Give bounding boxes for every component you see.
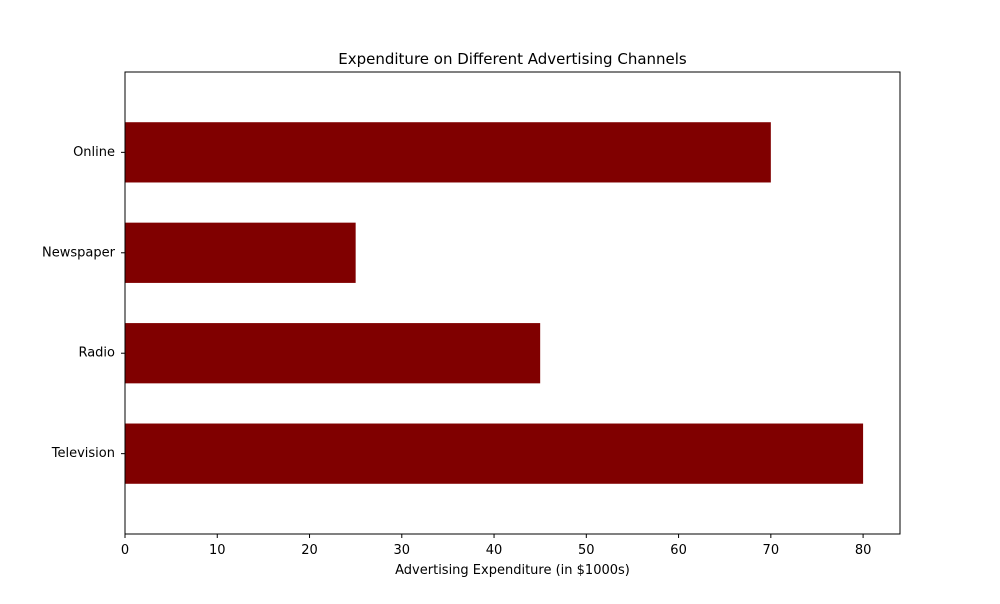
y-tick-label: Television — [51, 446, 115, 461]
x-tick-label: 70 — [763, 543, 780, 558]
y-tick-label: Online — [73, 145, 115, 160]
x-tick-label: 0 — [121, 543, 129, 558]
x-axis: 0 10 20 30 40 50 60 70 80 — [121, 534, 872, 558]
bar-television — [125, 423, 864, 484]
x-tick-label: 50 — [578, 543, 595, 558]
x-axis-label: Advertising Expenditure (in $1000s) — [395, 563, 630, 578]
y-tick-label: Radio — [78, 346, 115, 361]
plot-area-frame — [124, 71, 901, 535]
y-tick-label: Newspaper — [42, 245, 116, 260]
bars-group — [125, 122, 864, 484]
bar-online — [125, 122, 771, 183]
bar-radio — [125, 323, 541, 384]
x-tick-label: 10 — [209, 543, 226, 558]
x-tick-label: 60 — [670, 543, 687, 558]
chart-title: Expenditure on Different Advertising Cha… — [338, 50, 687, 68]
x-tick-label: 40 — [486, 543, 503, 558]
x-tick-label: 20 — [301, 543, 318, 558]
x-tick-label: 80 — [855, 543, 872, 558]
x-tick-label: 30 — [394, 543, 411, 558]
bar-newspaper — [125, 222, 356, 283]
y-axis: Television Radio Newspaper Online — [42, 145, 125, 461]
